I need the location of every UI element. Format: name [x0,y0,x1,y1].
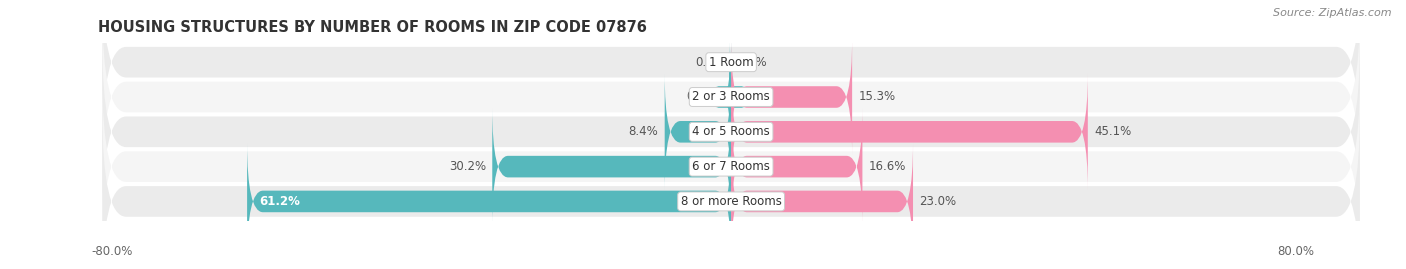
FancyBboxPatch shape [103,43,1360,221]
FancyBboxPatch shape [103,77,1360,256]
Text: 0.23%: 0.23% [686,90,723,104]
FancyBboxPatch shape [103,112,1360,269]
Text: 0.0%: 0.0% [737,56,768,69]
FancyBboxPatch shape [731,38,852,156]
FancyBboxPatch shape [731,143,912,260]
Text: 8.4%: 8.4% [628,125,658,138]
FancyBboxPatch shape [665,73,731,191]
Text: 61.2%: 61.2% [259,195,299,208]
FancyBboxPatch shape [247,143,731,260]
FancyBboxPatch shape [103,8,1360,186]
Text: 0.0%: 0.0% [695,56,725,69]
Text: 30.2%: 30.2% [449,160,486,173]
FancyBboxPatch shape [731,73,1088,191]
Text: 2 or 3 Rooms: 2 or 3 Rooms [692,90,770,104]
FancyBboxPatch shape [492,108,731,225]
Text: Source: ZipAtlas.com: Source: ZipAtlas.com [1274,8,1392,18]
Text: 80.0%: 80.0% [1278,245,1315,258]
Text: 16.6%: 16.6% [869,160,905,173]
Text: 15.3%: 15.3% [859,90,896,104]
FancyBboxPatch shape [716,38,745,156]
Text: 45.1%: 45.1% [1094,125,1132,138]
Text: 23.0%: 23.0% [920,195,956,208]
Text: 4 or 5 Rooms: 4 or 5 Rooms [692,125,770,138]
Text: -80.0%: -80.0% [91,245,132,258]
Text: HOUSING STRUCTURES BY NUMBER OF ROOMS IN ZIP CODE 07876: HOUSING STRUCTURES BY NUMBER OF ROOMS IN… [98,20,647,35]
FancyBboxPatch shape [731,108,862,225]
Text: 8 or more Rooms: 8 or more Rooms [681,195,782,208]
FancyBboxPatch shape [103,0,1360,151]
Text: 1 Room: 1 Room [709,56,754,69]
Text: 6 or 7 Rooms: 6 or 7 Rooms [692,160,770,173]
